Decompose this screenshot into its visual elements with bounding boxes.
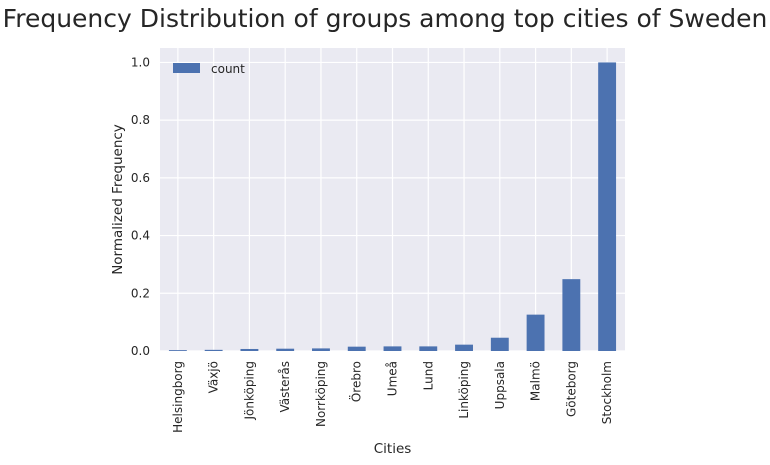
x-tick-label: Uppsala [493,361,507,409]
x-tick-label: Örebro [348,361,364,402]
bar-3 [276,348,295,351]
y-tick-label: 0.0 [131,344,150,358]
bar-8 [455,344,473,351]
x-tick-label: Norrköping [314,361,328,427]
y-axis-label: Normalized Frequency [110,124,126,275]
y-tick-label: 0.6 [131,171,150,185]
y-tick-label: 0.4 [131,229,150,243]
x-tick-label: Umeå [386,361,400,396]
y-tick-label: 0.2 [131,286,150,300]
x-tick-label: Västerås [278,361,292,413]
x-tick-label: Växjö [207,361,221,393]
bars [168,62,617,352]
y-tick-label: 1.0 [131,55,150,69]
bar-0 [168,350,187,351]
bar-5 [347,346,366,351]
x-tick-label: Göteborg [564,361,578,417]
x-tick-label: Linköping [457,361,471,419]
bar-2 [240,348,259,351]
x-tick-label: Helsingborg [171,361,185,433]
bar-6 [383,346,402,351]
x-axis-label: Cities [374,441,412,457]
legend-swatch [173,63,200,73]
chart-title: Frequency Distribution of groups among t… [2,4,768,33]
y-axis-ticks: 0.0 0.2 0.4 0.6 0.8 1.0 [131,55,150,358]
x-tick-label: Lund [421,361,435,390]
bar-11 [562,279,581,351]
x-tick-label: Jönköping [242,361,256,421]
legend: count [173,62,245,76]
y-tick-label: 0.8 [131,113,150,127]
bar-4 [312,348,330,351]
bar-1 [204,349,223,351]
x-tick-label: Malmö [529,361,543,401]
x-axis-ticks: Helsingborg Växjö Jönköping Västerås Norrköp… [171,361,614,433]
x-tick-label: Stockholm [600,361,614,424]
legend-label: count [211,62,245,76]
bar-9 [490,337,509,351]
bar-7 [419,346,438,351]
bar-12 [598,62,617,352]
bar-10 [526,314,545,351]
